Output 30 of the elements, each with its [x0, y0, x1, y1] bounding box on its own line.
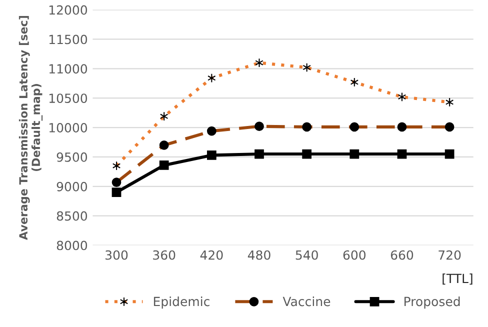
point [444, 149, 454, 159]
x-tick-label: 660 [390, 250, 414, 260]
x-tick-label: 720 [438, 250, 461, 260]
y-tick-label: 10500 [49, 94, 88, 104]
point [350, 149, 360, 159]
point [397, 149, 407, 159]
y-tick-label: 8000 [56, 240, 88, 250]
y-tick-label: 10000 [49, 123, 88, 132]
legend-label: Vaccine [282, 296, 330, 306]
point [112, 188, 122, 197]
point [159, 160, 169, 170]
y-axis-title: Average Transmission Latency [sec] (Default_map) [18, 16, 43, 240]
point [206, 150, 216, 160]
x-tick-label: 600 [343, 250, 366, 260]
y-tick-label: 9500 [56, 152, 88, 162]
point [254, 149, 264, 159]
legend-label: Proposed [404, 296, 460, 309]
x-tick-label: 300 [106, 250, 128, 260]
x-tick-label: 480 [248, 250, 270, 260]
x-tick-label: 420 [200, 250, 223, 260]
x-axis-title: [TTL] [442, 274, 472, 285]
y-tick-label: 8500 [56, 211, 88, 221]
legend-label: Epidemic [154, 296, 210, 309]
x-tick-label: 540 [296, 250, 318, 260]
y-tick-label: 11000 [49, 64, 88, 74]
y-tick-label: 11500 [49, 34, 88, 44]
point [302, 149, 312, 159]
y-tick-label: 12000 [49, 5, 88, 15]
y-tick-label: 9000 [56, 182, 88, 192]
x-tick-label: 360 [153, 250, 176, 260]
